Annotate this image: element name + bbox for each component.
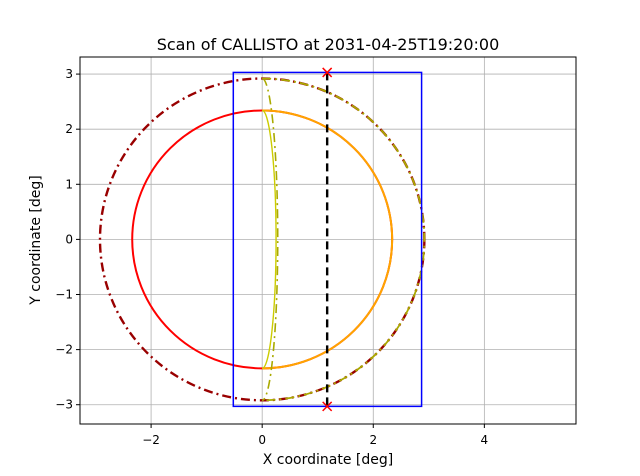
x-tick-label-0: −2 [142,433,160,447]
plot-frame [79,56,577,425]
x-tick-label-3: 4 [481,433,489,447]
y-tick-label-2: −1 [55,288,73,302]
x-axis-label: X coordinate [deg] [263,452,393,468]
chart-title: Scan of CALLISTO at 2031-04-25T19:20:00 [157,35,500,54]
x-tick-label-2: 2 [369,433,377,447]
axis-ticks: −2 0 2 4 −3 −2 −1 0 1 2 3 [55,67,488,447]
series-terminator-3 [261,109,277,370]
series-terminator-5 [261,77,279,402]
series-right_half_circle-4 [262,77,426,402]
y-axis-label: Y coordinate [deg] [28,175,44,305]
y-tick-label-4: 1 [65,177,73,191]
marker-group [322,67,333,412]
series-right_half_circle-2 [262,109,394,370]
y-tick-label-6: 3 [65,67,73,81]
marker-0 [322,67,333,78]
marker-1 [322,401,333,412]
y-tick-label-1: −2 [55,343,73,357]
y-tick-label-3: 0 [65,232,73,246]
x-tick-label-1: 0 [258,433,266,447]
y-tick-label-5: 2 [65,122,73,136]
y-tick-label-0: −3 [55,398,73,412]
